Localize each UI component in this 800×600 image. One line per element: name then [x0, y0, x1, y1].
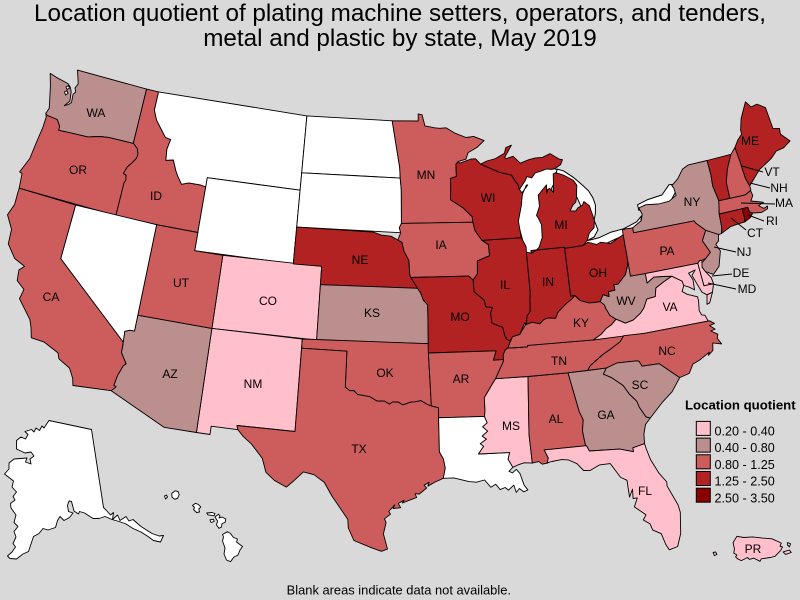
svg-text:metal and plastic by state, Ma: metal and plastic by state, May 2019 — [203, 25, 597, 52]
svg-text:OK: OK — [376, 366, 393, 380]
svg-text:VA: VA — [662, 300, 677, 314]
svg-text:GA: GA — [597, 408, 614, 422]
svg-text:SC: SC — [632, 378, 649, 392]
svg-text:0.40 - 0.80: 0.40 - 0.80 — [715, 441, 775, 455]
svg-text:TN: TN — [551, 354, 567, 368]
svg-text:MA: MA — [775, 196, 793, 210]
svg-text:UT: UT — [173, 276, 190, 290]
svg-text:OH: OH — [589, 266, 607, 280]
svg-text:WA: WA — [87, 106, 106, 120]
svg-text:NM: NM — [244, 377, 263, 391]
svg-text:KS: KS — [364, 306, 380, 320]
svg-text:MN: MN — [417, 168, 436, 182]
svg-text:Blank areas indicate data not: Blank areas indicate data not available. — [287, 583, 511, 598]
svg-text:DE: DE — [733, 266, 750, 280]
svg-text:AR: AR — [453, 372, 470, 386]
svg-text:NE: NE — [352, 253, 369, 267]
svg-text:TX: TX — [351, 442, 366, 456]
svg-text:AL: AL — [549, 412, 564, 426]
svg-text:IL: IL — [500, 278, 510, 292]
svg-text:IA: IA — [435, 238, 446, 252]
svg-text:WV: WV — [616, 294, 635, 308]
svg-text:NY: NY — [684, 195, 701, 209]
svg-text:0.80 - 1.25: 0.80 - 1.25 — [715, 458, 775, 472]
svg-text:AZ: AZ — [162, 367, 177, 381]
svg-text:PR: PR — [745, 542, 762, 556]
svg-text:VT: VT — [764, 165, 780, 179]
svg-text:NH: NH — [770, 181, 787, 195]
svg-text:WI: WI — [481, 191, 496, 205]
svg-text:1.25 - 2.50: 1.25 - 2.50 — [715, 475, 775, 489]
svg-text:IN: IN — [542, 275, 554, 289]
svg-text:FL: FL — [638, 484, 652, 498]
svg-text:PA: PA — [659, 244, 674, 258]
svg-text:ID: ID — [150, 189, 162, 203]
svg-text:MS: MS — [502, 419, 520, 433]
svg-text:NC: NC — [658, 344, 676, 358]
svg-text:Location quotient: Location quotient — [685, 397, 796, 412]
svg-text:MI: MI — [554, 218, 567, 232]
svg-text:MD: MD — [738, 282, 757, 296]
svg-text:0.20 - 0.40: 0.20 - 0.40 — [715, 425, 775, 439]
svg-text:CO: CO — [259, 294, 277, 308]
svg-text:CA: CA — [43, 290, 60, 304]
svg-text:2.50 - 3.50: 2.50 - 3.50 — [715, 491, 775, 505]
svg-text:KY: KY — [573, 316, 589, 330]
svg-text:CT: CT — [747, 226, 764, 240]
svg-text:Location quotient of plating m: Location quotient of plating machine set… — [34, 0, 766, 27]
svg-text:OR: OR — [69, 163, 87, 177]
svg-text:NJ: NJ — [737, 245, 752, 259]
svg-text:ME: ME — [741, 134, 759, 148]
svg-text:RI: RI — [766, 214, 778, 228]
svg-text:MO: MO — [450, 310, 469, 324]
